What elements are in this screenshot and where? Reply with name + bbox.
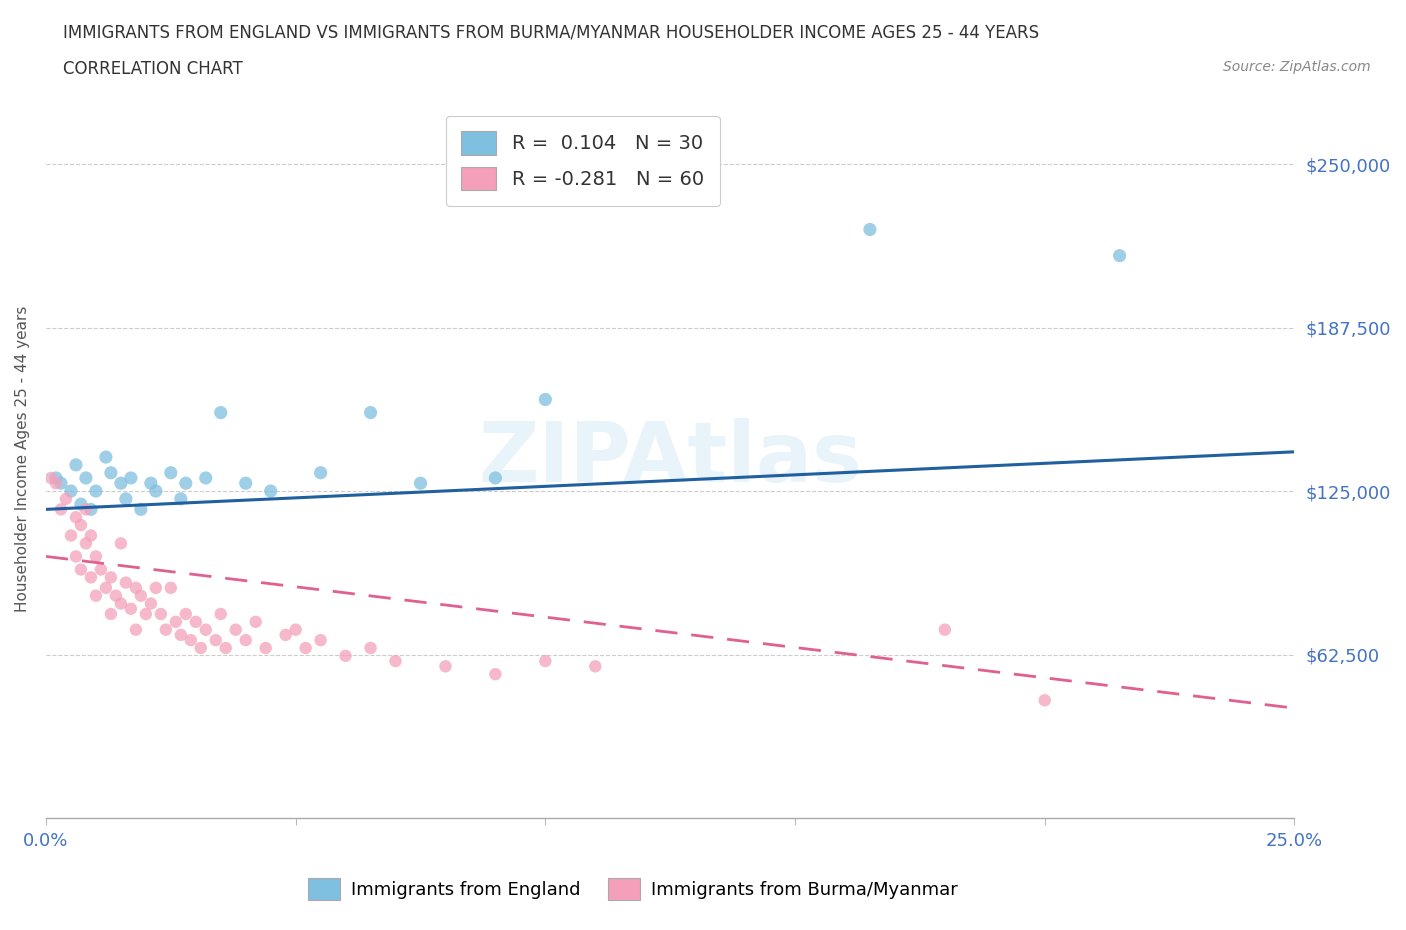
Point xyxy=(284,622,307,637)
Point xyxy=(75,502,97,517)
Point xyxy=(59,484,82,498)
Point xyxy=(135,606,157,621)
Point xyxy=(484,667,506,682)
Point xyxy=(70,518,93,533)
Point xyxy=(59,528,82,543)
Point xyxy=(174,606,197,621)
Point xyxy=(80,570,103,585)
Point xyxy=(75,536,97,551)
Point xyxy=(360,641,382,656)
Point xyxy=(225,622,247,637)
Point xyxy=(129,589,152,604)
Point xyxy=(335,648,357,663)
Point xyxy=(84,589,107,604)
Point xyxy=(84,549,107,564)
Point xyxy=(139,476,162,491)
Point xyxy=(859,222,882,237)
Point xyxy=(274,628,297,643)
Point xyxy=(174,476,197,491)
Point xyxy=(104,589,127,604)
Point xyxy=(384,654,406,669)
Point xyxy=(49,502,72,517)
Point xyxy=(149,606,172,621)
Point xyxy=(309,632,332,647)
Point xyxy=(90,562,112,577)
Point xyxy=(129,502,152,517)
Point xyxy=(170,491,193,506)
Point xyxy=(1108,248,1130,263)
Point xyxy=(120,602,142,617)
Point xyxy=(100,465,122,480)
Point xyxy=(65,458,87,472)
Point xyxy=(145,580,167,595)
Point xyxy=(115,491,138,506)
Point xyxy=(309,465,332,480)
Point xyxy=(165,615,187,630)
Point xyxy=(110,536,132,551)
Point xyxy=(934,622,956,637)
Point xyxy=(70,497,93,512)
Point xyxy=(260,484,283,498)
Point xyxy=(125,622,148,637)
Point xyxy=(194,622,217,637)
Text: ZIPAtlas: ZIPAtlas xyxy=(478,418,862,498)
Point xyxy=(110,476,132,491)
Point xyxy=(159,465,181,480)
Point xyxy=(45,471,67,485)
Point xyxy=(159,580,181,595)
Point xyxy=(209,405,232,420)
Point xyxy=(215,641,238,656)
Point xyxy=(45,476,67,491)
Point xyxy=(75,471,97,485)
Point xyxy=(1033,693,1056,708)
Text: CORRELATION CHART: CORRELATION CHART xyxy=(63,60,243,78)
Point xyxy=(170,628,193,643)
Point xyxy=(100,570,122,585)
Point xyxy=(194,471,217,485)
Point xyxy=(115,575,138,590)
Point xyxy=(434,658,457,673)
Point xyxy=(204,632,226,647)
Point xyxy=(49,476,72,491)
Point xyxy=(409,476,432,491)
Point xyxy=(65,510,87,525)
Point xyxy=(84,484,107,498)
Point xyxy=(155,622,177,637)
Point xyxy=(145,484,167,498)
Point xyxy=(94,449,117,464)
Point xyxy=(190,641,212,656)
Point xyxy=(120,471,142,485)
Point xyxy=(70,562,93,577)
Point xyxy=(80,502,103,517)
Point xyxy=(94,580,117,595)
Point xyxy=(484,471,506,485)
Point xyxy=(65,549,87,564)
Point xyxy=(139,596,162,611)
Point xyxy=(534,654,557,669)
Point xyxy=(55,491,77,506)
Y-axis label: Householder Income Ages 25 - 44 years: Householder Income Ages 25 - 44 years xyxy=(15,305,30,612)
Point xyxy=(180,632,202,647)
Point xyxy=(245,615,267,630)
Point xyxy=(184,615,207,630)
Point xyxy=(294,641,316,656)
Point xyxy=(80,528,103,543)
Point xyxy=(125,580,148,595)
Legend: R =  0.104   N = 30, R = -0.281   N = 60: R = 0.104 N = 30, R = -0.281 N = 60 xyxy=(446,115,720,206)
Point xyxy=(360,405,382,420)
Point xyxy=(110,596,132,611)
Point xyxy=(235,476,257,491)
Point xyxy=(209,606,232,621)
Text: Source: ZipAtlas.com: Source: ZipAtlas.com xyxy=(1223,60,1371,74)
Point xyxy=(235,632,257,647)
Text: IMMIGRANTS FROM ENGLAND VS IMMIGRANTS FROM BURMA/MYANMAR HOUSEHOLDER INCOME AGES: IMMIGRANTS FROM ENGLAND VS IMMIGRANTS FR… xyxy=(63,23,1039,41)
Point xyxy=(254,641,277,656)
Point xyxy=(39,471,62,485)
Point xyxy=(534,392,557,407)
Point xyxy=(583,658,606,673)
Legend: Immigrants from England, Immigrants from Burma/Myanmar: Immigrants from England, Immigrants from… xyxy=(301,870,965,907)
Point xyxy=(100,606,122,621)
